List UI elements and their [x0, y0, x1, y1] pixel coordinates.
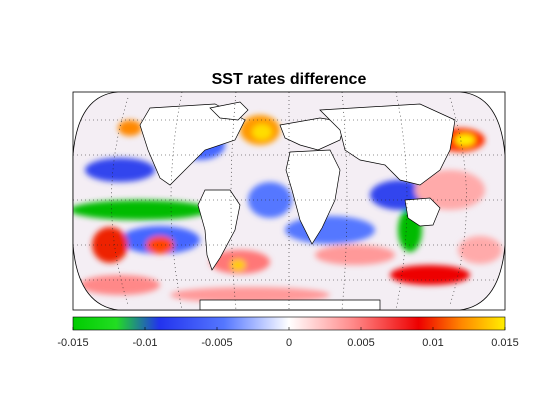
colorbar-tick-label: -0.005 [201, 337, 232, 349]
globe-outline [72, 91, 506, 311]
colorbar: -0.015 -0.01 -0.005 0 0.005 0.01 0.015 [57, 316, 519, 349]
landmasses [139, 101, 456, 310]
colorbar-tick-label: 0.005 [347, 337, 375, 349]
colorbar-tick-label: 0 [286, 337, 292, 349]
graticule [73, 92, 505, 310]
sst-field [73, 92, 505, 310]
colorbar-tick-label: -0.01 [132, 337, 157, 349]
colorbar-tick-label: 0.01 [422, 337, 443, 349]
colorbar-ticks: -0.015 -0.01 -0.005 0 0.005 0.01 0.015 [57, 327, 519, 349]
figure-title: SST rates difference [212, 71, 367, 88]
colorbar-tick-label: 0.015 [491, 337, 519, 349]
colorbar-tick-label: -0.015 [57, 337, 88, 349]
